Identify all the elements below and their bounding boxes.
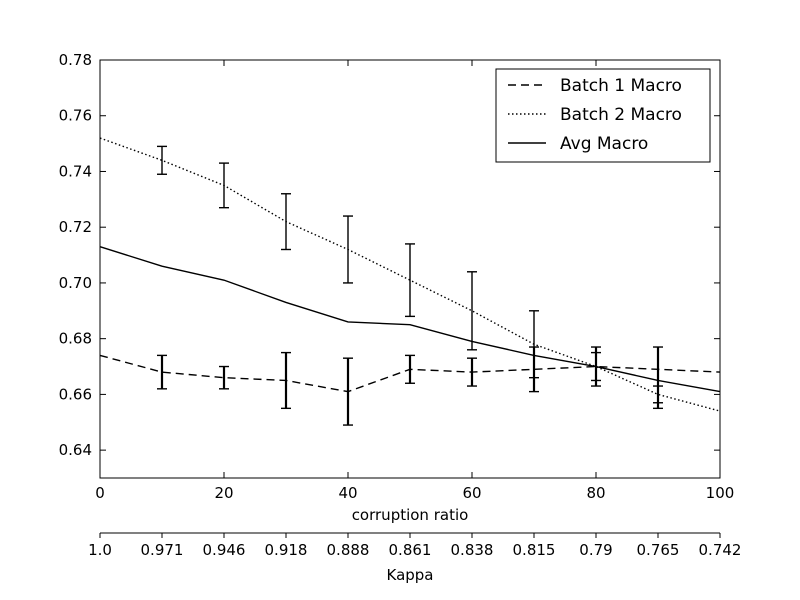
errorbar — [529, 310, 539, 379]
errorbar-layer — [157, 145, 663, 426]
legend-frame — [495, 68, 711, 163]
secondary-tick-label: 0.815 — [513, 541, 556, 559]
secondary-x-axis: 1.0 0.971 0.946 0.918 0.888 0.861 0.838 0.815 0.… — [88, 532, 742, 559]
x-tick-label: 80 — [586, 484, 605, 502]
errorbar — [343, 215, 353, 284]
legend-item: Batch 2 Macro — [508, 105, 682, 125]
secondary-tick-label: 0.765 — [637, 541, 680, 559]
legend-items: Batch 1 Macro Batch 2 Macro Avg Macro — [508, 76, 682, 154]
y-axis: 0.64 0.66 0.68 0.70 0.72 0.74 0.76 0.78 — [59, 51, 720, 459]
errorbar — [467, 357, 477, 387]
y-tick-label: 0.64 — [59, 441, 92, 459]
legend-item: Avg Macro — [508, 134, 648, 154]
x-tick-label: 0 — [95, 484, 105, 502]
errorbar — [219, 365, 229, 390]
secondary-tick-label: 0.742 — [699, 541, 742, 559]
errorbar — [343, 357, 353, 426]
errorbar — [281, 193, 291, 251]
secondary-tick-label: 0.79 — [579, 541, 612, 559]
secondary-tick-label: 0.861 — [389, 541, 432, 559]
errorbar — [591, 351, 601, 382]
secondary-axis-label: Kappa — [387, 566, 434, 584]
x-tick-label: 100 — [706, 484, 735, 502]
errorbar — [219, 162, 229, 209]
legend: Batch 1 Macro Batch 2 Macro Avg Macro — [495, 68, 711, 163]
secondary-tick-label: 0.971 — [141, 541, 184, 559]
legend-label: Batch 2 Macro — [560, 105, 682, 125]
series-line-3 — [99, 246, 721, 393]
secondary-tick-label: 0.946 — [203, 541, 246, 559]
legend-item: Batch 1 Macro — [508, 76, 682, 96]
y-tick-label: 0.66 — [59, 385, 92, 403]
x-tick-label: 60 — [462, 484, 481, 502]
legend-label: Batch 1 Macro — [560, 76, 682, 96]
errorbar — [405, 243, 415, 318]
y-tick-label: 0.72 — [59, 218, 92, 236]
secondary-tick-label: 0.918 — [265, 541, 308, 559]
errorbar — [467, 271, 477, 351]
x-tick-label: 20 — [214, 484, 233, 502]
y-tick-label: 0.68 — [59, 330, 92, 348]
secondary-tick-label: 0.888 — [327, 541, 370, 559]
secondary-tick-label: 1.0 — [88, 541, 112, 559]
x-tick-label: 40 — [338, 484, 357, 502]
errorbar — [405, 354, 415, 384]
y-tick-label: 0.76 — [59, 107, 92, 125]
y-tick-label: 0.78 — [59, 51, 92, 69]
y-tick-label: 0.70 — [59, 274, 92, 292]
errorbar — [157, 354, 167, 390]
errorbar — [157, 145, 167, 175]
primary-x-axis: 0 20 40 60 80 100 — [95, 60, 734, 502]
legend-label: Avg Macro — [560, 134, 648, 154]
plot-frame — [99, 59, 721, 479]
errorbar — [653, 385, 663, 404]
y-tick-label: 0.74 — [59, 162, 92, 180]
errorbar — [281, 351, 291, 410]
x-axis-label: corruption ratio — [352, 506, 469, 524]
secondary-tick-label: 0.838 — [451, 541, 494, 559]
